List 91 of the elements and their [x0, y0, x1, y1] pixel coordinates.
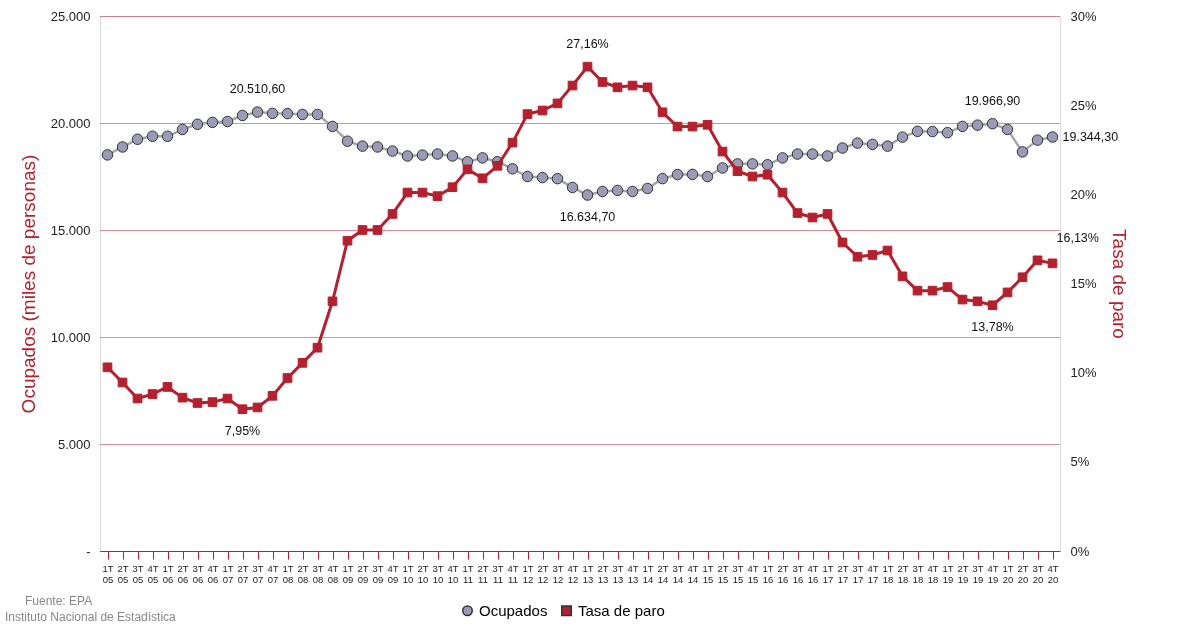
data-label: 16,13%: [1056, 231, 1099, 246]
x-tick-label: 2T14: [657, 562, 669, 585]
y2-tick-label: 5%: [1070, 454, 1090, 470]
x-tick-label: 1T14: [642, 562, 654, 585]
legend-label: Tasa de paro: [578, 601, 665, 619]
x-tick-label: 4T09: [387, 562, 399, 585]
x-tick-label: 3T10: [432, 562, 444, 585]
y-axis-title: Ocupados (miles de personas): [17, 154, 39, 414]
x-tick-label: 1T19: [942, 562, 954, 585]
x-tick-label: 4T20: [1047, 562, 1059, 585]
x-tick-label: 2T15: [717, 562, 729, 585]
x-tick-label: 2T10: [417, 562, 429, 585]
x-tick-label: 4T16: [807, 562, 819, 585]
x-tick-label: 4T10: [447, 562, 459, 585]
x-tick-label: 3T20: [1032, 562, 1044, 585]
y2-tick-label: 0%: [1070, 543, 1090, 559]
x-tick-label: 3T19: [972, 562, 984, 585]
x-tick-label: 3T05: [132, 562, 144, 585]
x-tick-label: 1T12: [522, 562, 534, 585]
x-tick-label: 4T12: [567, 562, 579, 585]
x-tick-label: 4T15: [747, 562, 759, 585]
y2-axis-title: Tasa de paro: [1108, 229, 1130, 339]
data-label: 19.966,90: [964, 93, 1021, 108]
x-tick-label: 4T06: [207, 562, 219, 585]
y-tick-label: 15.000: [50, 222, 91, 238]
x-tick-label: 1T10: [402, 562, 414, 585]
text: Instituto Nacional de Estadística: [5, 610, 177, 624]
y-tick-label: 5.000: [57, 436, 91, 452]
x-tick-label: 2T12: [537, 562, 549, 585]
x-tick-label: 4T05: [147, 562, 159, 585]
x-tick-label: 2T08: [297, 562, 309, 585]
x-tick-label: 3T17: [852, 562, 864, 585]
x-tick-label: 1T20: [1002, 562, 1014, 585]
x-tick-label: 3T06: [192, 562, 204, 585]
x-tick-label: 3T14: [672, 562, 684, 585]
x-tick-label: 3T08: [312, 562, 324, 585]
data-label: 7,95%: [224, 424, 261, 439]
x-tick-label: 2T17: [837, 562, 849, 585]
x-tick-label: 1T13: [582, 562, 594, 585]
y2-tick-label: 30%: [1070, 8, 1097, 24]
y-tick-label: 25.000: [50, 8, 91, 24]
y2-tick-label: 20%: [1070, 186, 1097, 202]
source-note: Fuente: EPA: [25, 594, 93, 608]
x-tick-label: 1T11: [462, 562, 474, 585]
data-label: 27,16%: [566, 36, 609, 51]
x-tick-label: 1T06: [162, 562, 174, 585]
x-tick-label: 3T09: [372, 562, 384, 585]
x-tick-label: 3T07: [252, 562, 264, 585]
x-tick-label: 3T11: [492, 562, 504, 585]
y-tick-label: 10.000: [50, 329, 91, 345]
x-tick-label: 3T13: [612, 562, 624, 585]
x-tick-label: 3T18: [912, 562, 924, 585]
y2-tick-label: 25%: [1070, 97, 1097, 113]
y-tick-label: -: [86, 543, 91, 559]
x-tick-label: 1T09: [342, 562, 354, 585]
y-tick-label: 20.000: [50, 115, 91, 131]
x-tick-label: 4T07: [267, 562, 279, 585]
x-tick-label: 4T14: [687, 562, 699, 585]
data-label: 19.344,30: [1062, 130, 1119, 145]
x-tick-label: 4T18: [927, 562, 939, 585]
data-label: 20.510,60: [229, 82, 286, 97]
x-tick-label: 3T16: [792, 562, 804, 585]
x-tick-label: 3T12: [552, 562, 564, 585]
x-tick-label: 1T05: [102, 562, 114, 585]
x-tick-label: 1T18: [882, 562, 894, 585]
x-tick-label: 1T07: [222, 562, 234, 585]
x-tick-label: 1T17: [822, 562, 834, 585]
data-label: 16.634,70: [559, 210, 616, 225]
y2-tick-label: 10%: [1070, 365, 1097, 381]
x-tick-label: 4T13: [627, 562, 639, 585]
x-tick-label: 2T20: [1017, 562, 1029, 585]
y2-tick-label: 15%: [1070, 276, 1097, 291]
x-tick-label: 4T08: [327, 562, 339, 585]
legend-label: Ocupados: [479, 601, 548, 619]
x-tick-label: 1T16: [762, 562, 774, 585]
data-label: 13,78%: [971, 320, 1014, 335]
x-tick-label: 2T18: [897, 562, 909, 585]
x-tick-label: 2T06: [177, 562, 189, 585]
x-tick-label: 2T19: [957, 562, 969, 585]
x-tick-label: 4T17: [867, 562, 879, 585]
x-tick-label: 2T07: [237, 562, 249, 585]
x-tick-label: 2T09: [357, 562, 369, 585]
x-tick-label: 1T15: [702, 562, 714, 585]
x-tick-label: 1T08: [282, 562, 294, 585]
x-tick-label: 4T19: [987, 562, 999, 585]
x-tick-label: 4T11: [507, 562, 519, 585]
x-tick-label: 2T16: [777, 562, 789, 585]
x-tick-label: 2T05: [117, 562, 129, 585]
x-tick-label: 2T11: [477, 562, 489, 585]
x-tick-label: 3T15: [732, 562, 744, 585]
x-tick-label: 2T13: [597, 562, 609, 585]
